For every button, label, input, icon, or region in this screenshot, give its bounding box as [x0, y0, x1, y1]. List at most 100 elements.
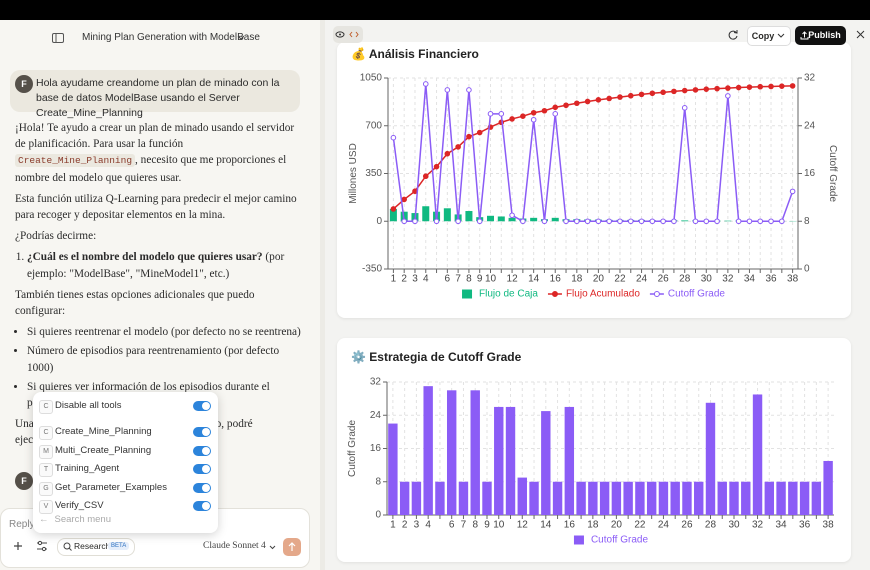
publish-label: Publish: [808, 30, 841, 40]
point: [660, 218, 666, 225]
bar: [443, 208, 451, 222]
x-tick-label: 28: [679, 274, 691, 285]
bar: [599, 481, 610, 515]
research-button[interactable]: Research BETA: [57, 538, 135, 556]
model-selector[interactable]: Claude Sonnet 4: [203, 541, 266, 551]
point: [476, 129, 483, 136]
bar: [635, 481, 645, 515]
y2-tick-label: 24: [804, 120, 816, 131]
user-avatar: F: [15, 75, 33, 93]
menu-item[interactable]: G Get_Parameter_Examples: [39, 481, 214, 497]
toggle[interactable]: [193, 501, 211, 511]
bar: [530, 217, 538, 222]
x-tick-label: 26: [681, 520, 693, 531]
point: [735, 84, 742, 91]
bar: [705, 402, 716, 515]
y-tick-label: 16: [370, 443, 382, 454]
text: (por ejemplo: "ModelBase", "MineModel1",…: [27, 251, 285, 280]
menu-item[interactable]: M Multi_Create_Planning: [39, 444, 214, 460]
menu-item[interactable]: T Training_Agent: [39, 462, 214, 478]
send-button[interactable]: [283, 538, 301, 556]
user-message: Hola ayudame creandome un plan de minado…: [36, 77, 280, 119]
text: Una: [15, 418, 34, 431]
toggle[interactable]: [193, 401, 211, 411]
view-toggle[interactable]: [333, 26, 363, 43]
bar: [811, 481, 822, 515]
point: [584, 218, 591, 225]
divider[interactable]: [320, 20, 325, 570]
sidebar-icon[interactable]: [52, 33, 64, 43]
toggle[interactable]: [193, 427, 211, 437]
x-tick-label: 30: [701, 274, 713, 285]
chevron[interactable]: [777, 33, 785, 39]
artifact-panel: Copy Publish: [325, 20, 870, 46]
y-tick-label: -350: [362, 264, 382, 275]
copy-label: Copy: [751, 31, 775, 41]
input-placeholder[interactable]: Reply...: [9, 519, 43, 530]
y-tick-label: 0: [375, 510, 381, 521]
x-tick-label: 14: [540, 520, 552, 531]
bar: [776, 481, 786, 515]
bar: [517, 477, 527, 515]
refresh-icon[interactable]: [727, 29, 739, 41]
point: [552, 104, 559, 111]
tools-button[interactable]: [35, 539, 49, 553]
tool-icon: C: [39, 400, 53, 414]
chat-title[interactable]: Mining Plan Generation with ModelBase: [82, 32, 260, 43]
x-tick-label: 6: [449, 520, 455, 531]
x-tick-label: 38: [787, 274, 799, 285]
y-axis-label: Cutoff Grade: [347, 420, 358, 478]
legend: Flujo de Caja Flujo Acumulado Cutoff Grade: [462, 289, 725, 300]
chart-card: ⚙️ Estrategia de Cutoff Grade 0 8 16 24 32 Cut…: [337, 338, 851, 562]
point: [509, 116, 515, 122]
menu-search[interactable]: [39, 533, 214, 549]
chart-title: 💰 Análisis Financiero: [351, 47, 479, 61]
menu-item[interactable]: V Verify_CSV: [39, 499, 214, 515]
point: [498, 111, 505, 117]
menu-search[interactable]: ← Search menu: [39, 514, 112, 525]
tool-icon: T: [39, 463, 53, 477]
x-tick-label: 8: [466, 274, 472, 285]
menu-label: Training_Agent: [55, 463, 120, 474]
point: [552, 111, 559, 117]
y-tick-label: 8: [375, 476, 381, 487]
bar: [576, 481, 586, 515]
point: [671, 88, 677, 95]
toggle[interactable]: [193, 445, 211, 456]
bar: [623, 481, 633, 515]
x-tick-label: 1: [390, 520, 396, 531]
point: [617, 94, 623, 100]
point: [412, 218, 418, 225]
close-icon[interactable]: [856, 30, 865, 39]
point: [789, 83, 796, 89]
x-tick-label: 2: [401, 274, 407, 285]
user-avatar: F: [15, 472, 33, 490]
menu-label: Verify_CSV: [55, 500, 104, 511]
copy-button[interactable]: Copy: [747, 26, 791, 46]
chart: ⚙️ Estrategia de Cutoff Grade08162432Cut…: [347, 350, 834, 545]
bar: [388, 423, 398, 515]
menu-item[interactable]: C Disable all tools: [39, 399, 214, 415]
toggle[interactable]: [193, 482, 211, 493]
menu-item[interactable]: C Create_Mine_Planning: [39, 425, 214, 441]
view-icons: [335, 31, 359, 38]
point: [638, 218, 645, 225]
bar: [411, 481, 422, 515]
toggle[interactable]: [193, 464, 211, 474]
legend-marker: [551, 291, 558, 297]
code: Create_Mine_Planning: [15, 154, 136, 168]
x-tick-label: 14: [528, 274, 540, 285]
chart-title: ⚙️ Estrategia de Cutoff Grade: [351, 350, 522, 364]
add-button[interactable]: [13, 541, 23, 551]
point: [444, 150, 451, 157]
publish-button[interactable]: Publish: [795, 26, 846, 45]
point: [746, 218, 753, 225]
x-tick-label: 30: [728, 520, 740, 531]
bullet-list: Si quieres reentrenar el modelo (por def…: [15, 324, 301, 411]
point: [649, 218, 656, 225]
point: [520, 218, 526, 225]
point: [671, 218, 677, 225]
bar: [611, 481, 622, 515]
